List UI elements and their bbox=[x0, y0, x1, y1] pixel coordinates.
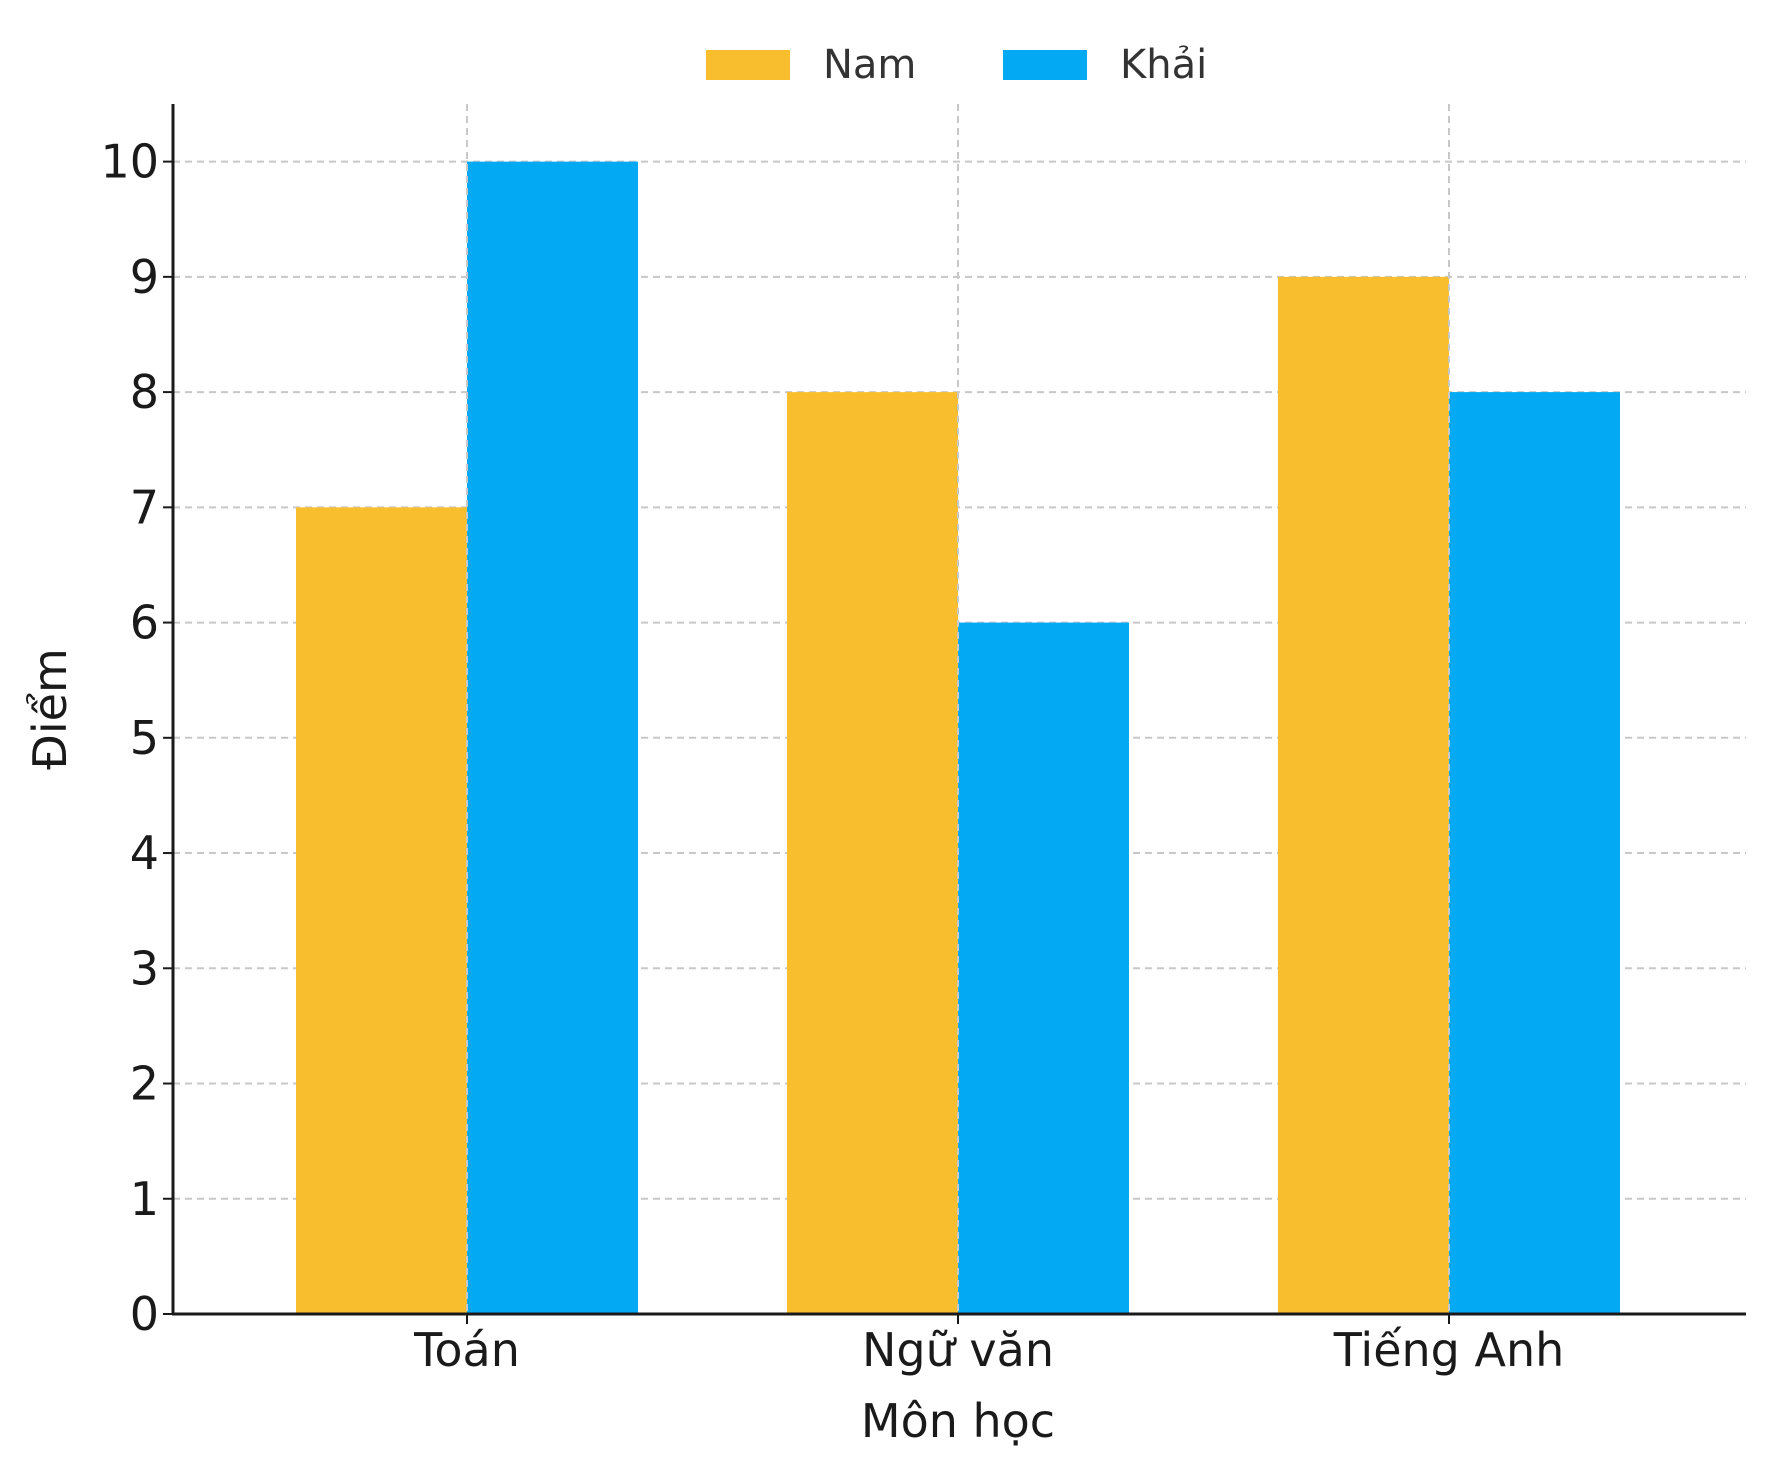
legend-swatch bbox=[1003, 50, 1087, 80]
y-tick-label: 8 bbox=[130, 365, 159, 419]
y-tick-label: 6 bbox=[130, 596, 159, 650]
legend-swatch bbox=[706, 50, 790, 80]
legend: Nam Khải bbox=[706, 42, 1207, 88]
bar-khai-2 bbox=[958, 622, 1129, 1314]
y-tick-label: 10 bbox=[100, 135, 159, 189]
y-tick-label: 9 bbox=[130, 250, 159, 304]
x-tick-label: Ngữ văn bbox=[862, 1323, 1054, 1377]
bar-khai-3 bbox=[1449, 392, 1620, 1315]
x-axis-label: Môn học bbox=[861, 1394, 1055, 1448]
bar-nam-3 bbox=[1278, 276, 1449, 1314]
y-tick-label: 0 bbox=[130, 1287, 159, 1341]
y-tick-label: 3 bbox=[130, 941, 159, 995]
legend-label: Khải bbox=[1120, 42, 1207, 88]
y-ticks: 0 1 2 3 4 5 6 7 8 9 10 bbox=[100, 135, 173, 1341]
bar-nam-2 bbox=[787, 392, 958, 1315]
y-tick-label: 5 bbox=[130, 711, 159, 765]
y-tick-label: 2 bbox=[130, 1057, 159, 1111]
y-tick-label: 7 bbox=[130, 480, 159, 534]
x-tick-label: Tiếng Anh bbox=[1333, 1323, 1565, 1377]
y-tick-label: 1 bbox=[130, 1172, 159, 1226]
x-ticks: Toán Ngữ văn Tiếng Anh bbox=[413, 1314, 1564, 1377]
bars bbox=[296, 104, 1620, 1315]
legend-label: Nam bbox=[823, 42, 916, 88]
x-tick-label: Toán bbox=[413, 1323, 520, 1377]
y-tick-label: 4 bbox=[130, 826, 159, 880]
bar-khai-1 bbox=[467, 161, 638, 1315]
y-axis-label: Điểm bbox=[23, 648, 77, 770]
bar-nam-1 bbox=[296, 507, 467, 1314]
